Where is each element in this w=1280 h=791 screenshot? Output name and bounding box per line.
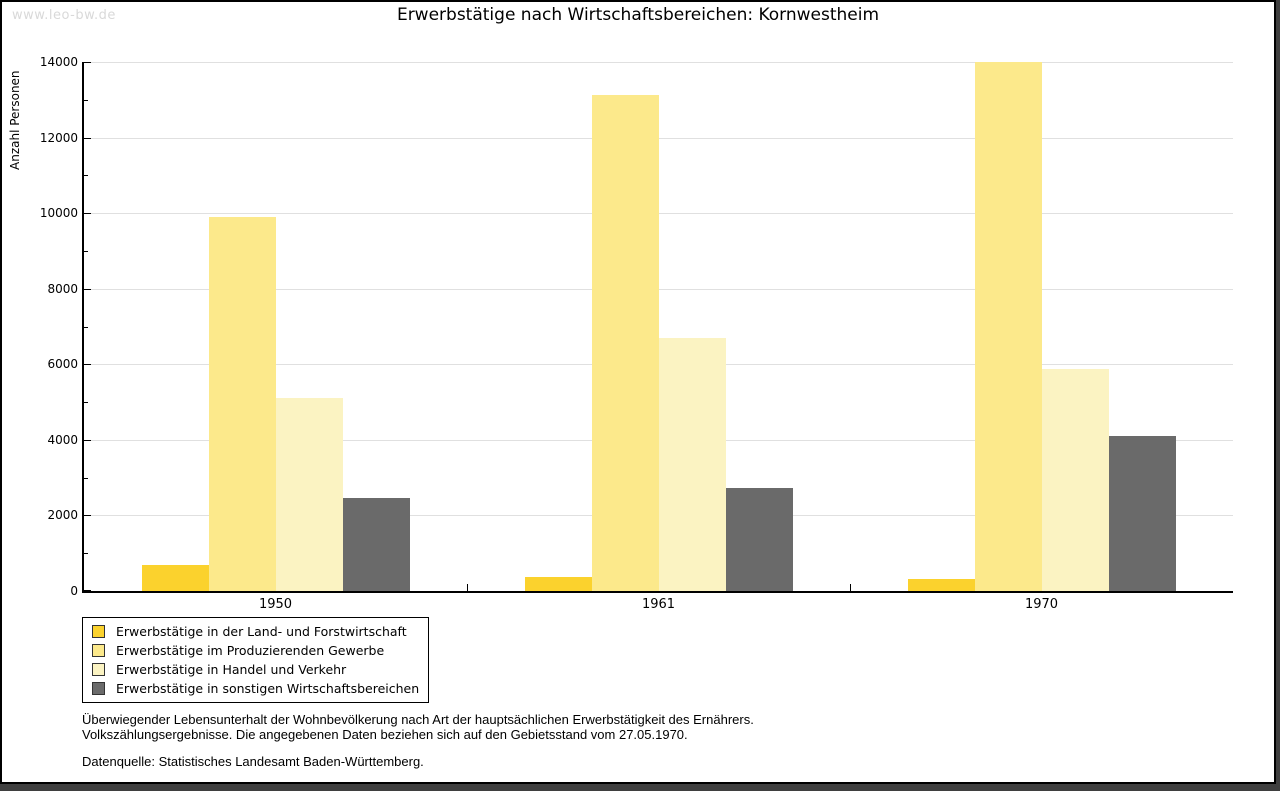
- source-line: Datenquelle: Statistisches Landesamt Bad…: [82, 754, 424, 769]
- gridline: [84, 288, 1233, 290]
- bar-1950-series-1: [141, 564, 209, 591]
- legend-item: Erwerbstätige in sonstigen Wirtschaftsbe…: [92, 679, 419, 698]
- bar-1950-series-4: [342, 497, 410, 591]
- legend-label: Erwerbstätige im Produzierenden Gewerbe: [116, 643, 385, 658]
- x-separator-tick: [850, 584, 851, 591]
- legend-swatch: [92, 625, 105, 638]
- y-major-tick: [84, 364, 91, 366]
- bar-1961-series-3: [658, 338, 726, 591]
- x-separator-tick: [467, 584, 468, 591]
- y-tick-label: 12000: [39, 130, 78, 145]
- legend-swatch: [92, 644, 105, 657]
- y-major-tick: [84, 213, 91, 215]
- watermark-url: www.leo-bw.de: [12, 8, 116, 23]
- bar-1961-series-1: [524, 577, 592, 591]
- y-minor-tick: [84, 175, 88, 177]
- y-minor-tick: [84, 326, 88, 328]
- y-minor-tick: [84, 402, 88, 404]
- y-tick-label: 0: [70, 584, 78, 598]
- y-tick-label: 8000: [47, 281, 78, 296]
- bar-1970-series-4: [1108, 436, 1176, 591]
- y-tick-label: 10000: [39, 206, 78, 221]
- x-category-label: 1950: [258, 597, 293, 612]
- legend-item: Erwerbstätige in Handel und Verkehr: [92, 660, 419, 679]
- footnote-line-1: Überwiegender Lebensunterhalt der Wohnbe…: [82, 712, 754, 727]
- plot-area: 0 2000 4000 6000 8000 10000 12000 14000 1950 1961…: [40, 55, 1233, 612]
- legend-item: Erwerbstätige im Produzierenden Gewerbe: [92, 641, 419, 660]
- y-tick-label: 4000: [47, 432, 78, 447]
- bar-1961-series-4: [725, 488, 793, 591]
- y-tick-label: 2000: [47, 508, 78, 523]
- y-major-tick: [84, 137, 91, 139]
- y-major-tick: [84, 590, 91, 591]
- y-major-tick: [84, 62, 91, 63]
- y-minor-tick: [84, 477, 88, 479]
- legend-label: Erwerbstätige in Handel und Verkehr: [116, 662, 347, 677]
- legend: Erwerbstätige in der Land- und Forstwirt…: [82, 617, 430, 703]
- footnote-line-2: Volkszählungsergebnisse. Die angegebenen…: [82, 727, 688, 742]
- bar-1970-series-1: [907, 579, 975, 591]
- bar-1970-series-2: [974, 62, 1042, 591]
- bar-1970-series-3: [1041, 368, 1109, 591]
- bar-1950-series-3: [275, 398, 343, 591]
- y-minor-tick: [84, 99, 88, 101]
- gridline: [84, 213, 1233, 215]
- bar-1961-series-2: [591, 94, 659, 591]
- bar-1950-series-2: [208, 217, 276, 591]
- x-category-label: 1970: [1024, 597, 1059, 612]
- gridline: [84, 62, 1233, 63]
- chart-title: Erwerbstätige nach Wirtschaftsbereichen:…: [396, 5, 880, 25]
- y-major-tick: [84, 515, 91, 517]
- x-category-label: 1961: [641, 597, 676, 612]
- y-minor-tick: [84, 250, 88, 252]
- y-axis-label: Anzahl Personen: [8, 70, 22, 170]
- legend-swatch: [92, 663, 105, 676]
- legend-label: Erwerbstätige in sonstigen Wirtschaftsbe…: [116, 681, 420, 696]
- y-major-tick: [84, 288, 91, 290]
- legend-label: Erwerbstätige in der Land- und Forstwirt…: [116, 624, 407, 639]
- gridline: [84, 137, 1233, 139]
- legend-item: Erwerbstätige in der Land- und Forstwirt…: [92, 622, 419, 641]
- legend-swatch: [92, 682, 105, 695]
- y-tick-label: 6000: [47, 357, 78, 372]
- y-minor-tick: [84, 553, 88, 555]
- y-tick-label: 14000: [39, 55, 78, 69]
- y-major-tick: [84, 439, 91, 441]
- footnotes: Überwiegender Lebensunterhalt der Wohnbe…: [82, 712, 754, 769]
